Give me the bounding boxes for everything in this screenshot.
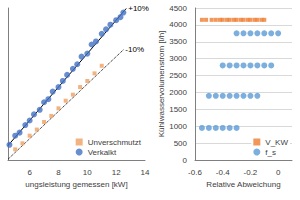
svg-text:2000: 2000 — [169, 88, 187, 97]
svg-text:12: 12 — [112, 168, 121, 177]
svg-text:3500: 3500 — [169, 37, 187, 46]
svg-text:+10%: +10% — [128, 4, 149, 13]
svg-text:Verkalkt: Verkalkt — [88, 148, 117, 157]
svg-text:0: 0 — [183, 156, 188, 165]
svg-text:Unverschmutzt: Unverschmutzt — [88, 138, 142, 147]
svg-text:1000: 1000 — [169, 122, 187, 131]
svg-text:-0.6: -0.6 — [188, 168, 202, 177]
svg-text:4000: 4000 — [169, 20, 187, 29]
svg-text:2500: 2500 — [169, 71, 187, 80]
svg-text:Kühlwasservolumenstrom [l/h]: Kühlwasservolumenstrom [l/h] — [157, 31, 166, 138]
svg-text:8: 8 — [56, 168, 61, 177]
svg-text:1500: 1500 — [169, 105, 187, 114]
svg-text:Relative Abweichung: Relative Abweichung — [206, 180, 280, 189]
svg-text:ungsleistung gemessen [kW]: ungsleistung gemessen [kW] — [25, 180, 127, 189]
svg-text:10: 10 — [83, 168, 92, 177]
svg-text:500: 500 — [174, 139, 188, 148]
svg-text:f_s: f_s — [265, 148, 276, 157]
svg-text:14: 14 — [141, 168, 150, 177]
svg-text:-0.2: -0.2 — [244, 168, 258, 177]
svg-text:6: 6 — [27, 168, 32, 177]
svg-text:0: 0 — [276, 168, 281, 177]
svg-text:V_KW: V_KW — [265, 138, 288, 147]
svg-text:-10%: -10% — [125, 45, 144, 54]
svg-text:-0.4: -0.4 — [216, 168, 230, 177]
svg-text:3000: 3000 — [169, 54, 187, 63]
svg-text:4500: 4500 — [169, 4, 187, 13]
